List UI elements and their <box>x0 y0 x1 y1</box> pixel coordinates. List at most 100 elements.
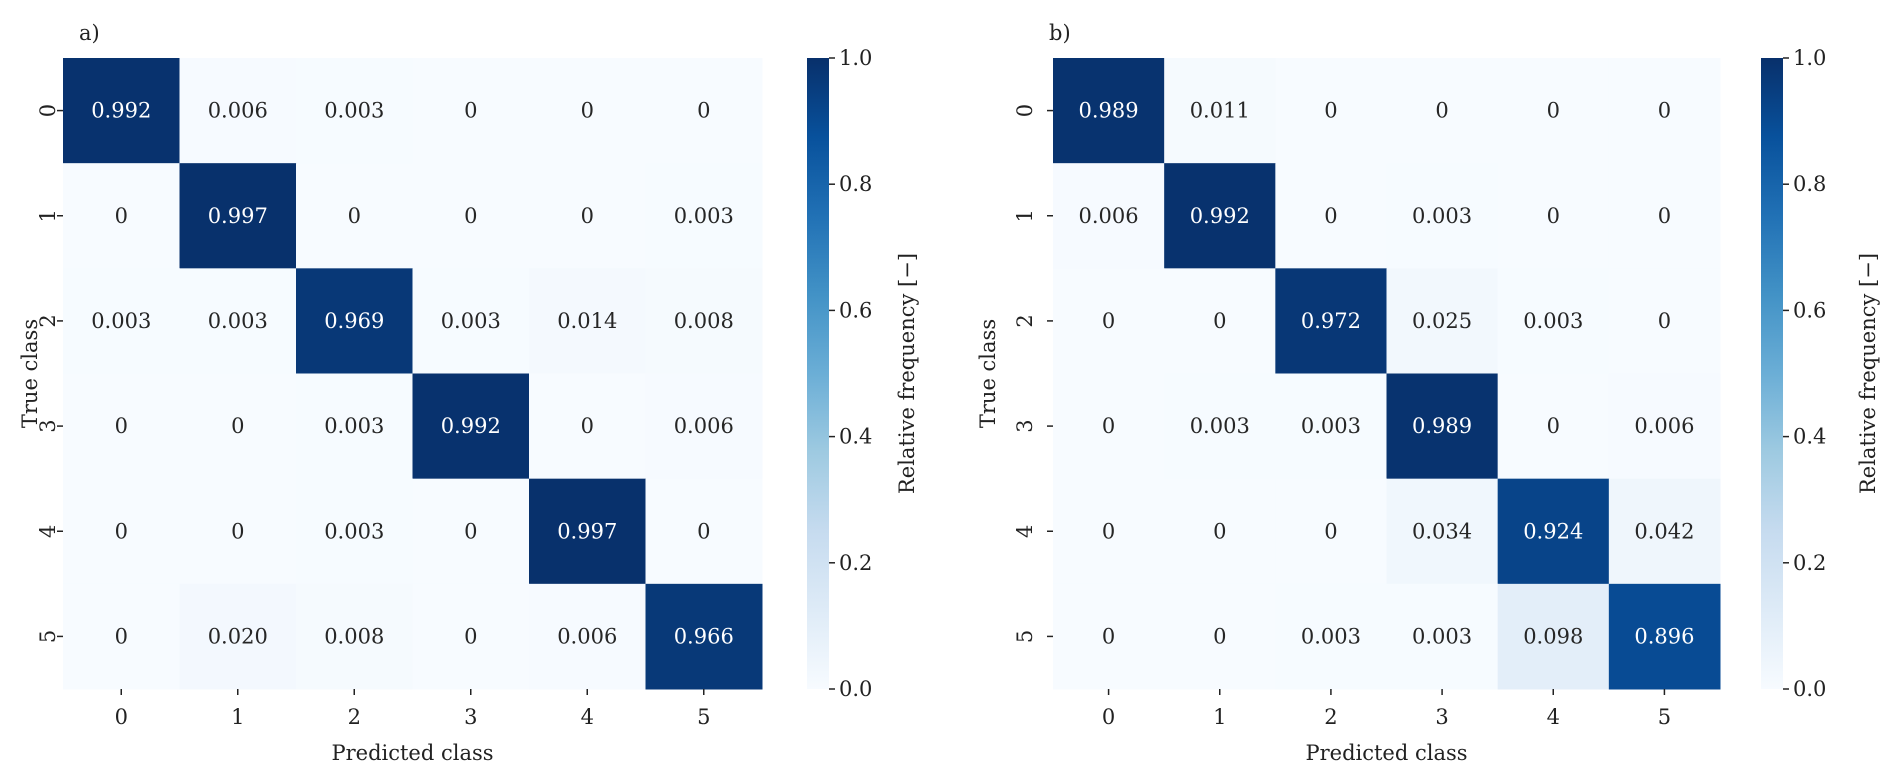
heatmap-cell <box>412 58 530 164</box>
heatmap-cell <box>529 163 646 269</box>
heatmap-cell <box>645 163 763 269</box>
cell-value-label: 0.992 <box>1190 204 1250 228</box>
heatmap-cell <box>63 373 180 480</box>
x-axis-label: Predicted class <box>1305 741 1467 765</box>
heatmap-cell <box>1386 583 1499 690</box>
x-axis-label: Predicted class <box>331 741 493 765</box>
heatmap-cell <box>1497 478 1610 585</box>
heatmap-cell <box>1053 268 1165 374</box>
heatmap-cell <box>179 268 297 374</box>
x-tick-label: 0 <box>115 705 128 729</box>
colorbar <box>1761 58 1783 689</box>
x-tick-label: 1 <box>1213 705 1226 729</box>
cell-value-label: 0.003 <box>1301 624 1361 648</box>
cell-value-label: 0.997 <box>208 204 268 228</box>
cell-value-label: 0 <box>231 414 244 438</box>
heatmap-cell <box>296 583 413 690</box>
heatmap-cell <box>296 268 413 374</box>
heatmap-cell <box>179 58 297 164</box>
x-tick-label: 3 <box>464 705 477 729</box>
cell-value-label: 0 <box>348 204 361 228</box>
heatmap-cell <box>179 478 297 585</box>
cell-value-label: 0.006 <box>557 624 617 648</box>
colorbar-tick-label: 0.4 <box>1793 425 1826 449</box>
heatmap-cell <box>412 478 530 585</box>
y-tick-label: 2 <box>36 314 60 327</box>
colorbar-tick-label: 1.0 <box>1793 46 1826 70</box>
heatmap-cell <box>645 268 763 374</box>
cell-value-label: 0 <box>1547 99 1560 123</box>
y-tick-label: 3 <box>1013 419 1037 432</box>
cell-value-label: 0 <box>697 519 710 543</box>
y-tick-label: 0 <box>36 104 60 117</box>
cell-value-label: 0.008 <box>324 624 384 648</box>
x-tick-label: 4 <box>1547 705 1560 729</box>
y-axis-label: True class <box>976 319 1000 428</box>
cell-value-label: 0.003 <box>208 309 268 333</box>
y-tick-label: 0 <box>1013 104 1037 117</box>
cell-value-label: 0.025 <box>1412 309 1472 333</box>
heatmap-cell <box>1386 373 1499 480</box>
cell-value-label: 0.972 <box>1301 309 1361 333</box>
heatmap-cell <box>1275 268 1387 374</box>
cell-value-label: 0.098 <box>1523 624 1583 648</box>
colorbar-tick-label: 0.2 <box>1793 551 1826 575</box>
colorbar-tick-label: 0.2 <box>839 551 872 575</box>
heatmap-cell <box>296 373 413 480</box>
y-tick-label: 4 <box>36 525 60 538</box>
cell-value-label: 0 <box>1213 309 1226 333</box>
heatmap-cell <box>63 478 180 585</box>
cell-value-label: 0.992 <box>91 99 151 123</box>
cell-value-label: 0 <box>1102 519 1115 543</box>
heatmap-cell <box>1275 373 1387 480</box>
cell-value-label: 0 <box>1547 414 1560 438</box>
colorbar-tick-label: 0.0 <box>1793 677 1826 701</box>
cell-value-label: 0.003 <box>441 309 501 333</box>
x-tick-label: 4 <box>581 705 594 729</box>
heatmap-cell <box>645 373 763 480</box>
heatmap-cell <box>412 163 530 269</box>
cell-value-label: 0.992 <box>441 414 501 438</box>
y-tick-label: 5 <box>1013 630 1037 643</box>
cell-value-label: 0.006 <box>674 414 734 438</box>
colorbar-tick-label: 0.8 <box>1793 172 1826 196</box>
cell-value-label: 0 <box>1102 309 1115 333</box>
colorbar <box>807 58 829 689</box>
colorbar-tick-label: 0.0 <box>839 677 872 701</box>
heatmap-cell <box>296 163 413 269</box>
heatmap-cell <box>1053 163 1165 269</box>
cell-value-label: 0 <box>1435 99 1448 123</box>
cell-value-label: 0.969 <box>324 309 384 333</box>
cell-value-label: 0 <box>1658 309 1671 333</box>
cell-value-label: 0 <box>1324 519 1337 543</box>
heatmap-cell <box>1275 583 1387 690</box>
cell-value-label: 0.003 <box>1190 414 1250 438</box>
cell-value-label: 0 <box>464 624 477 648</box>
cell-value-label: 0 <box>115 624 128 648</box>
heatmap-cell <box>1053 583 1165 690</box>
heatmap-cell <box>1275 478 1387 585</box>
heatmap-cell <box>412 583 530 690</box>
colorbar-label: Relative frequency [−] <box>895 253 919 494</box>
x-tick-label: 2 <box>1324 705 1337 729</box>
heatmap-cell <box>1164 268 1276 374</box>
cell-value-label: 0 <box>464 204 477 228</box>
heatmap-cell <box>63 163 180 269</box>
x-tick-label: 5 <box>1658 705 1671 729</box>
heatmap-cell <box>1053 478 1165 585</box>
heatmap-cell <box>1386 163 1499 269</box>
cell-value-label: 0 <box>581 204 594 228</box>
panel-label: b) <box>1049 21 1071 45</box>
colorbar-tick-label: 0.8 <box>839 172 872 196</box>
cell-value-label: 0 <box>1324 204 1337 228</box>
cell-value-label: 0 <box>1547 204 1560 228</box>
heatmap-cell <box>63 583 180 690</box>
heatmap-cell <box>529 58 646 164</box>
heatmap-cell <box>63 58 180 164</box>
y-tick-label: 1 <box>1013 209 1037 222</box>
y-axis-label: True class <box>18 319 42 428</box>
heatmap-cell <box>1497 268 1610 374</box>
heatmap-cell <box>179 163 297 269</box>
heatmap-cell <box>412 268 530 374</box>
